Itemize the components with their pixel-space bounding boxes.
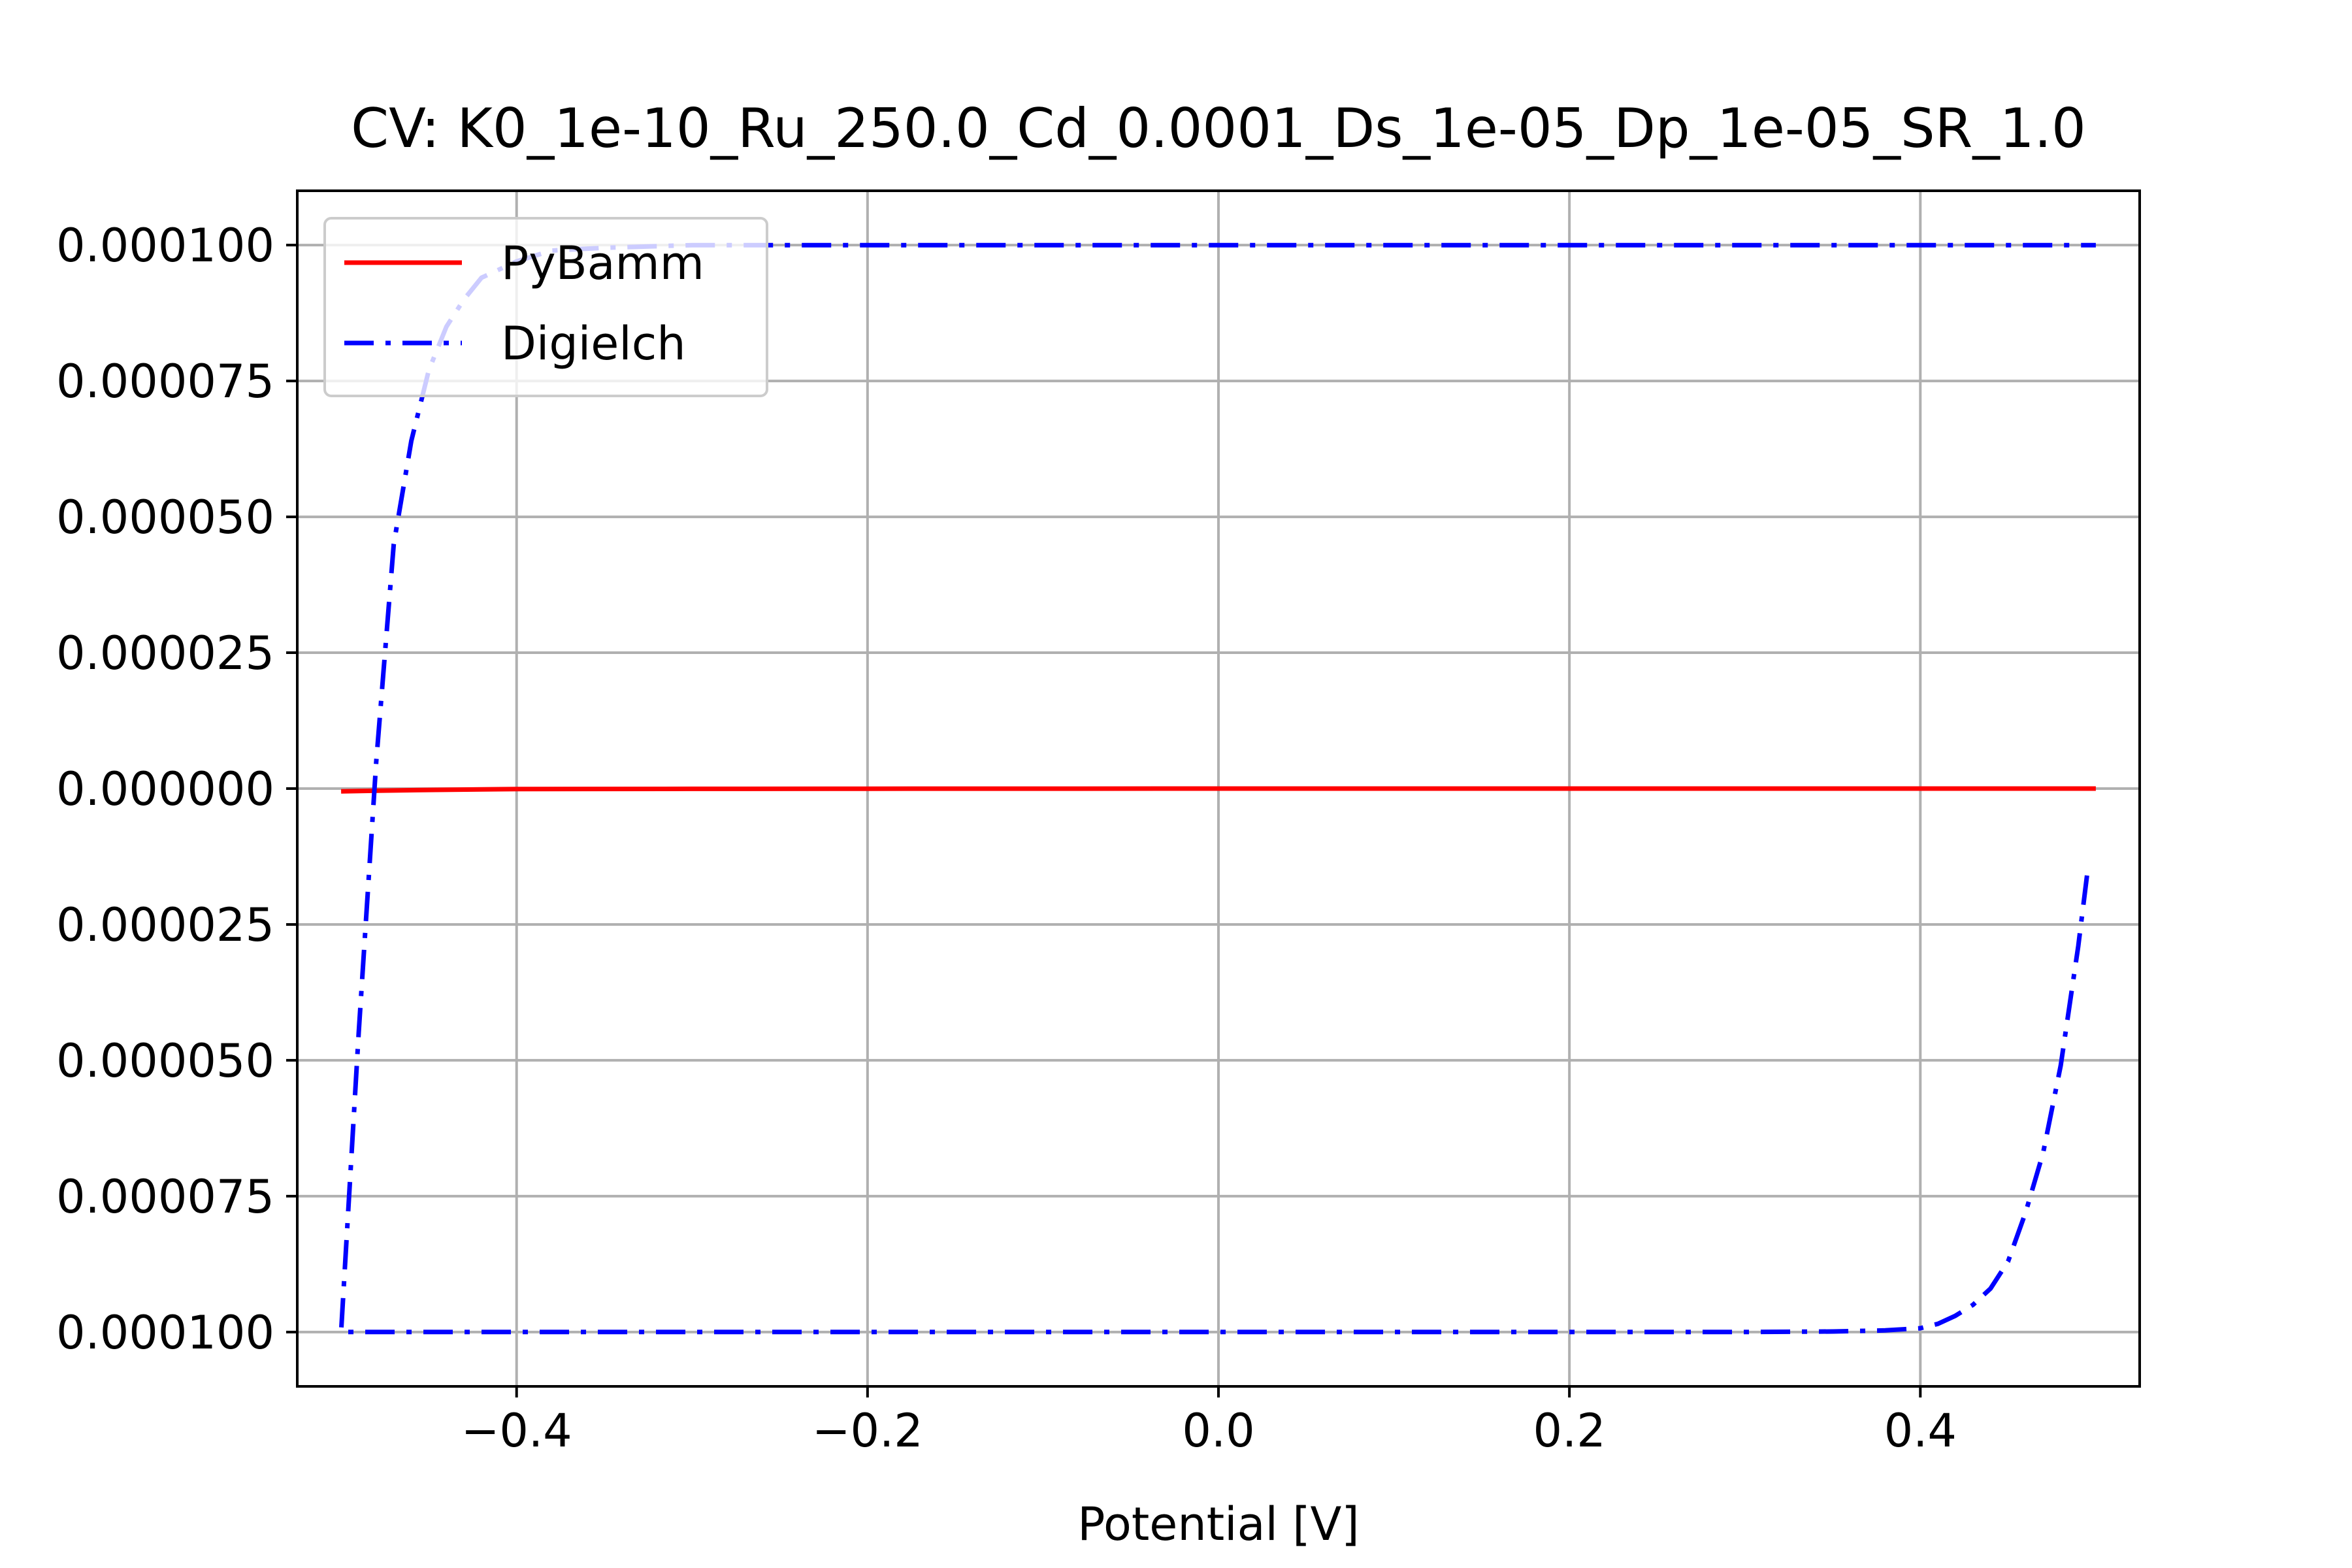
y-tick-label-2: 0.000050: [56, 491, 274, 544]
legend: PyBamm Digielch: [323, 217, 768, 397]
y-tick-label-7: 0.000075: [56, 1170, 274, 1224]
legend-label-digielch: Digielch: [501, 317, 686, 370]
y-tick-label-6: 0.000050: [56, 1034, 274, 1088]
y-tick-label-8: 0.000100: [56, 1306, 274, 1360]
x-tick-label-3: 0.2: [1533, 1404, 1605, 1458]
y-tick-label-4: 0.000000: [56, 762, 274, 816]
x-axis-label: Potential [V]: [1077, 1497, 1359, 1551]
y-tick-label-0: 0.000100: [56, 219, 274, 272]
ticks: −0.4 −0.2 0.0 0.2 0.4 0.000100 0.000075 0.00005…: [56, 219, 1957, 1458]
x-tick-label-4: 0.4: [1884, 1404, 1957, 1458]
y-tick-label-3: 0.000025: [56, 627, 274, 680]
legend-label-pybamm: PyBamm: [501, 237, 704, 290]
y-tick-label-5: 0.000025: [56, 898, 274, 952]
series-line-digielch: [338, 242, 2096, 1335]
x-tick-label-1: −0.2: [812, 1404, 923, 1458]
y-tick-label-1: 0.000075: [56, 355, 274, 408]
series-layer: [338, 242, 2096, 1335]
x-tick-label-2: 0.0: [1182, 1404, 1254, 1458]
chart-title: CV: K0_1e-10_Ru_250.0_Cd_0.0001_Ds_1e-05…: [351, 97, 2086, 160]
x-tick-label-0: −0.4: [461, 1404, 572, 1458]
